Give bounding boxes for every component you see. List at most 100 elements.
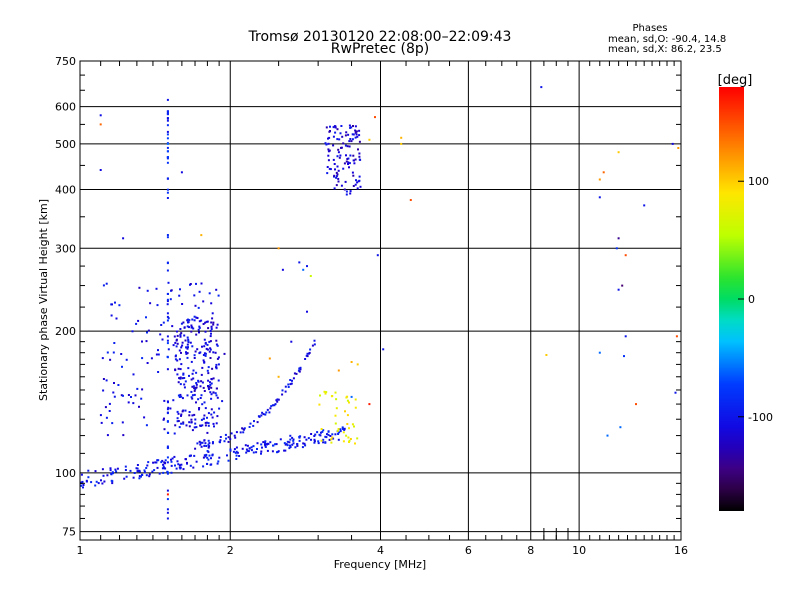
data-point-59 (145, 467, 148, 469)
data-point-527 (204, 354, 207, 357)
data-point-306 (281, 389, 284, 392)
data-point-743 (351, 423, 354, 426)
data-point-202 (266, 442, 269, 445)
data-point-702 (191, 318, 194, 321)
data-point-177 (229, 448, 232, 451)
data-point-760 (334, 422, 337, 425)
data-point-643 (156, 304, 159, 307)
data-point-768 (345, 396, 348, 399)
data-point-278 (299, 368, 302, 371)
data-point-69 (326, 433, 328, 436)
data-point-8 (153, 469, 156, 472)
data-point-964 (306, 265, 308, 268)
data-point-22 (189, 464, 192, 467)
data-point-774 (358, 152, 361, 155)
data-point-988 (598, 351, 601, 354)
data-point-465 (194, 388, 197, 391)
data-point-490 (174, 424, 177, 427)
data-point-749 (335, 407, 338, 410)
data-point-692 (132, 373, 135, 376)
data-point-166 (301, 446, 304, 449)
data-point-464 (203, 352, 206, 355)
data-point-31 (289, 434, 292, 437)
data-point-516 (180, 351, 182, 354)
data-point-382 (215, 343, 218, 346)
data-point-957 (99, 169, 102, 171)
data-point-311 (287, 386, 290, 388)
data-point-347 (205, 445, 208, 447)
data-point-640 (170, 289, 173, 292)
data-point-588 (135, 322, 138, 325)
data-point-822 (352, 185, 355, 187)
data-point-481 (202, 359, 205, 362)
data-point-420 (182, 422, 185, 425)
data-point-537 (179, 334, 182, 337)
data-point-68 (235, 454, 238, 457)
data-point-263 (284, 385, 287, 388)
data-point-898 (166, 133, 169, 136)
data-point-1 (343, 429, 346, 431)
data-point-419 (215, 422, 218, 425)
data-point-779 (329, 125, 331, 128)
data-point-409 (198, 325, 201, 328)
data-point-908 (166, 124, 169, 127)
data-point-111 (202, 465, 205, 468)
data-point-755 (320, 428, 323, 430)
data-point-375 (186, 325, 189, 328)
data-point-872 (358, 129, 361, 132)
data-point-241 (125, 475, 128, 478)
data-point-985 (598, 178, 601, 181)
data-point-207 (247, 450, 250, 453)
data-point-121 (100, 479, 102, 482)
data-point-826 (356, 181, 359, 184)
data-point-221 (283, 442, 286, 445)
data-point-585 (120, 353, 123, 355)
data-point-664 (195, 371, 198, 374)
data-point-315 (239, 431, 242, 434)
data-point-671 (163, 417, 165, 420)
data-point-230 (321, 430, 324, 433)
data-point-366 (209, 330, 212, 332)
data-point-140 (279, 438, 282, 441)
data-point-101 (261, 446, 263, 449)
data-point-942 (166, 445, 169, 448)
data-point-662 (145, 340, 148, 343)
data-point-469 (183, 326, 186, 329)
data-point-201 (156, 459, 159, 462)
data-point-234 (209, 463, 212, 466)
data-point-282 (289, 379, 292, 381)
data-point-943 (166, 400, 169, 403)
data-point-57 (162, 471, 165, 474)
data-point-739 (342, 431, 345, 434)
data-point-655 (187, 340, 190, 342)
data-point-639 (132, 402, 135, 405)
data-point-163 (178, 464, 181, 467)
data-point-524 (181, 410, 184, 413)
data-point-297 (298, 370, 301, 373)
data-point-289 (287, 383, 290, 386)
data-point-165 (288, 441, 291, 444)
data-point-797 (359, 185, 362, 188)
data-point-87 (138, 475, 141, 478)
chart-title: Tromsø 20130120 22:08:00–22:09:43 (248, 29, 512, 45)
data-point-594 (102, 389, 105, 392)
data-point-737 (334, 391, 337, 394)
data-point-644 (115, 317, 118, 320)
data-point-184 (276, 451, 278, 454)
data-point-276 (219, 439, 222, 442)
data-point-7 (203, 454, 206, 457)
data-point-146 (322, 429, 325, 432)
data-point-862 (345, 131, 348, 134)
data-point-624 (163, 428, 166, 431)
data-point-115 (339, 428, 342, 431)
data-point-560 (202, 323, 205, 325)
legend-title: Phases (632, 23, 667, 34)
data-point-787 (352, 154, 355, 157)
data-point-866 (348, 145, 351, 148)
data-point-346 (276, 400, 279, 403)
data-point-997 (623, 355, 625, 358)
data-point-151 (80, 473, 83, 476)
data-point-26 (255, 451, 258, 454)
data-point-541 (204, 407, 207, 410)
data-point-705 (125, 358, 128, 361)
